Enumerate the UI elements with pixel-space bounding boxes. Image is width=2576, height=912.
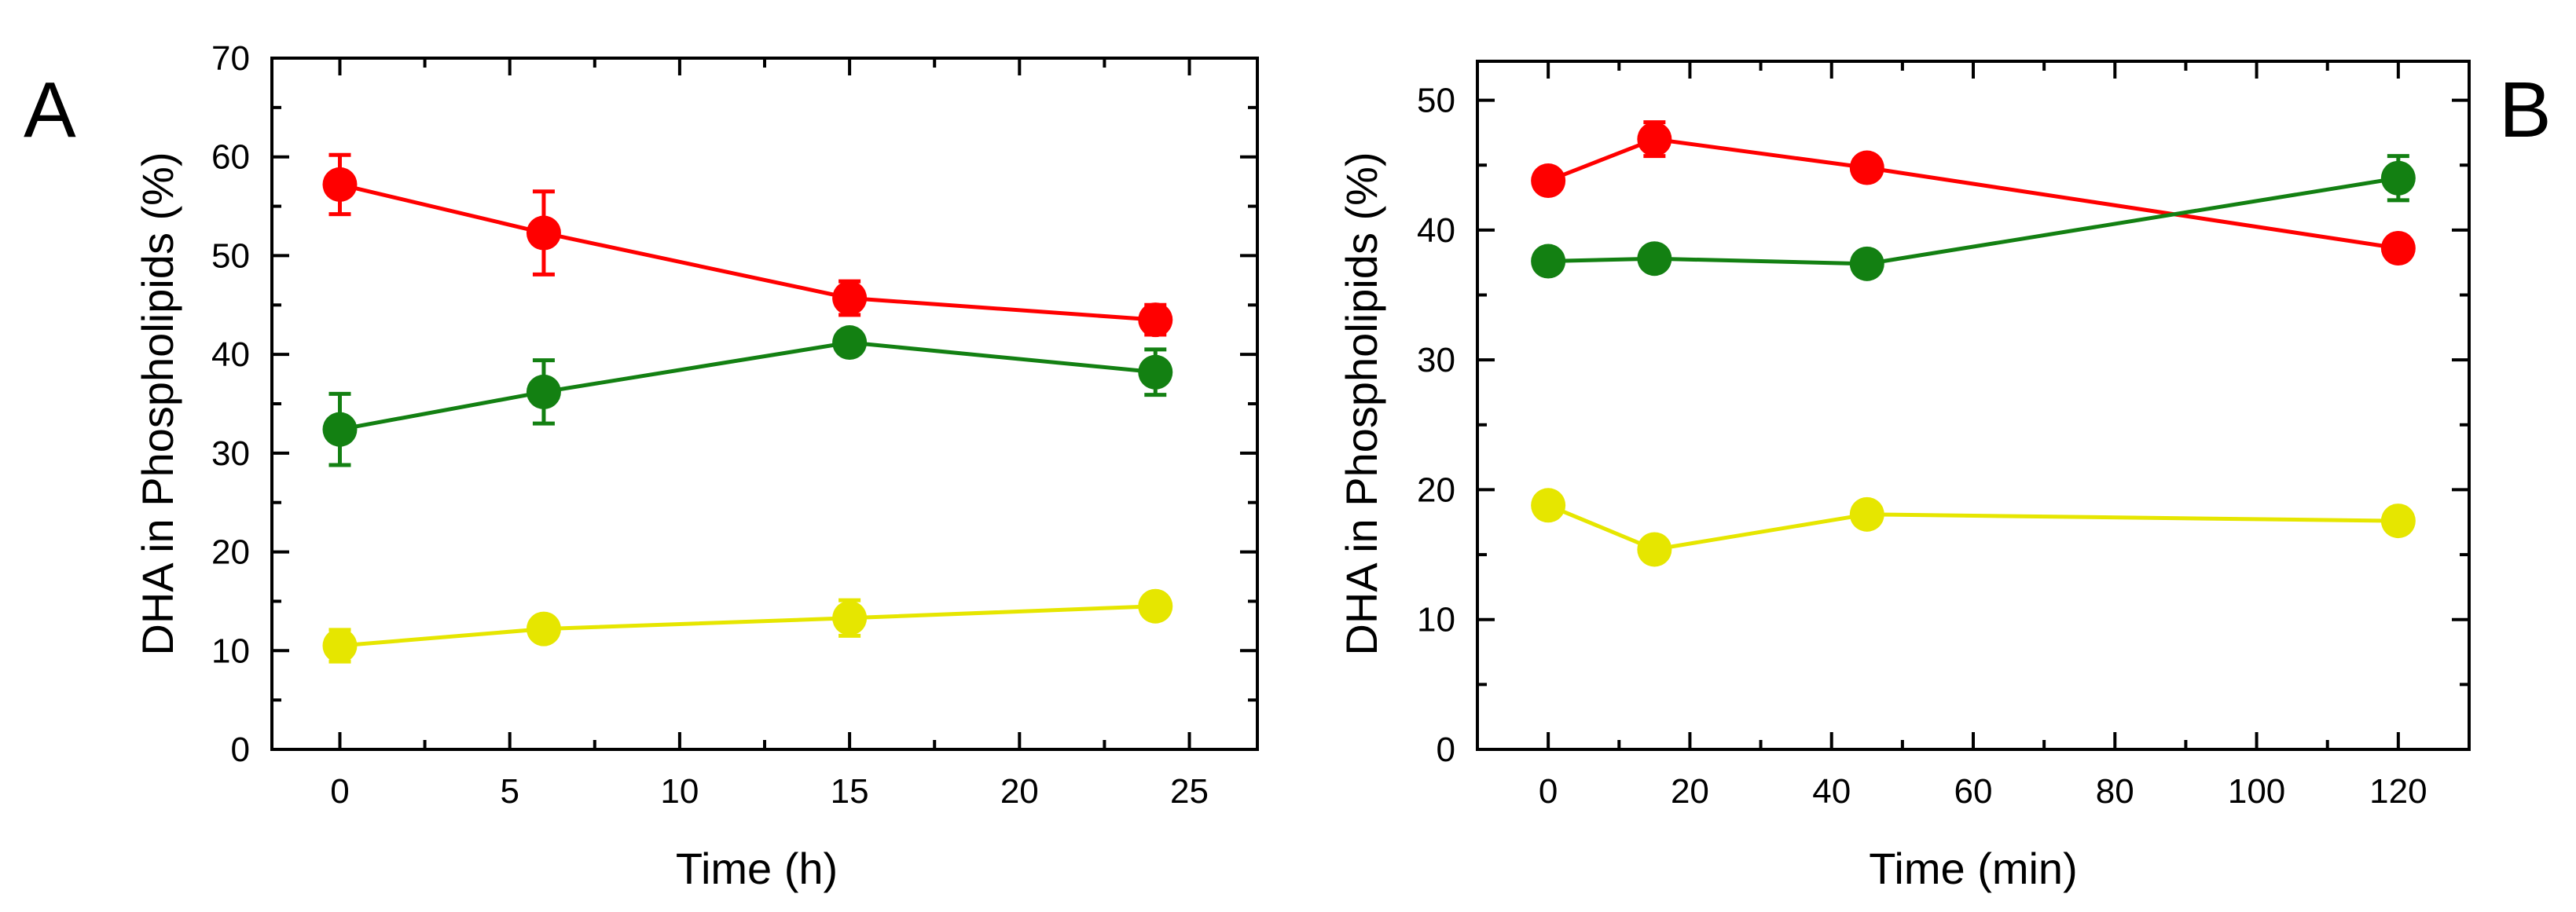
data-point-green <box>322 412 358 447</box>
plot-area-b <box>1531 120 2416 567</box>
panel-label-a: A <box>24 66 76 154</box>
y-tick-label-a: 70 <box>211 39 250 78</box>
y-tick-label-a: 20 <box>211 533 250 572</box>
data-point-yellow <box>1531 488 1566 523</box>
x-axis-title-a: Time (h) <box>676 844 838 893</box>
data-point-red <box>1849 150 1884 185</box>
y-tick-label-b: 10 <box>1417 601 1455 639</box>
series-red-a <box>322 152 1173 338</box>
series-line-red <box>1547 137 2399 251</box>
data-point-yellow <box>1138 588 1173 624</box>
plot-frame-a <box>270 57 1259 751</box>
series-line-green <box>1548 176 2399 266</box>
data-point-red <box>832 280 868 316</box>
series-green-a <box>322 325 1173 467</box>
chart-panel-a: A 0 5 10 15 20 25 0 10 20 30 40 50 60 70 Time (h) DHA… <box>24 39 1259 893</box>
axis-ticks-b: 0 20 40 60 80 100 120 0 10 20 30 40 50 <box>1417 61 2469 811</box>
y-tick-label-b: 40 <box>1417 211 1455 250</box>
data-point-red <box>1138 302 1173 338</box>
data-point-green <box>526 374 561 409</box>
x-tick-label-a: 25 <box>1170 772 1209 811</box>
y-tick-label-a: 30 <box>211 434 250 473</box>
axis-ticks-a: 0 5 10 15 20 25 0 10 20 30 40 50 60 70 <box>211 39 1257 811</box>
x-tick-label-a: 0 <box>330 772 349 811</box>
data-point-red <box>1637 122 1672 157</box>
y-tick-label-b: 20 <box>1417 471 1455 509</box>
data-point-green <box>1637 241 1672 277</box>
data-point-green <box>832 325 868 361</box>
x-tick-label-b: 40 <box>1812 772 1851 811</box>
x-tick-label-b: 120 <box>2369 772 2427 811</box>
series-green-b <box>1531 154 2416 281</box>
data-point-red <box>1531 163 1566 199</box>
plot-area-a <box>322 152 1173 664</box>
data-point-green <box>1531 244 1566 279</box>
x-axis-title-b: Time (min) <box>1869 844 2077 893</box>
data-point-yellow <box>526 611 561 646</box>
x-tick-label-a: 15 <box>831 772 869 811</box>
x-tick-label-b: 0 <box>1539 772 1558 811</box>
y-axis-title-b: DHA in Phospholipids (%) <box>1337 152 1386 655</box>
x-tick-label-b: 80 <box>2096 772 2134 811</box>
x-tick-label-b: 60 <box>1954 772 1993 811</box>
y-tick-label-b: 30 <box>1417 341 1455 379</box>
y-tick-label-a: 10 <box>211 632 250 670</box>
plot-frame-b <box>1476 60 2471 751</box>
data-point-green <box>1138 354 1173 390</box>
x-tick-label-a: 20 <box>1000 772 1039 811</box>
x-tick-label-a: 10 <box>660 772 699 811</box>
y-tick-label-a: 50 <box>211 236 250 275</box>
x-tick-label-b: 100 <box>2228 772 2285 811</box>
panel-label-b: B <box>2499 66 2552 154</box>
x-tick-label-b: 20 <box>1671 772 1709 811</box>
series-line-green <box>339 340 1156 432</box>
data-point-red <box>2380 231 2416 266</box>
series-line-red <box>339 182 1156 322</box>
data-point-red <box>526 215 561 251</box>
x-tick-label-a: 5 <box>500 772 519 811</box>
y-tick-label-a: 40 <box>211 335 250 374</box>
y-tick-label-a: 0 <box>231 731 250 769</box>
y-tick-label-b: 0 <box>1437 731 1455 769</box>
data-point-green <box>1849 246 1884 281</box>
y-axis-title-a: DHA in Phospholipids (%) <box>133 152 182 655</box>
data-point-yellow <box>1637 532 1672 567</box>
y-tick-label-b: 50 <box>1417 82 1455 120</box>
series-red-b <box>1531 120 2416 266</box>
data-point-yellow <box>832 600 868 635</box>
data-point-green <box>2380 160 2416 196</box>
data-point-red <box>322 167 358 202</box>
data-point-yellow <box>1849 496 1884 532</box>
series-line-yellow <box>1547 503 2398 552</box>
series-yellow-a <box>322 588 1173 664</box>
series-line-yellow <box>339 604 1156 648</box>
y-tick-label-a: 60 <box>211 138 250 177</box>
data-point-yellow <box>322 628 358 663</box>
series-yellow-b <box>1531 488 2416 567</box>
data-point-yellow <box>2380 504 2416 539</box>
